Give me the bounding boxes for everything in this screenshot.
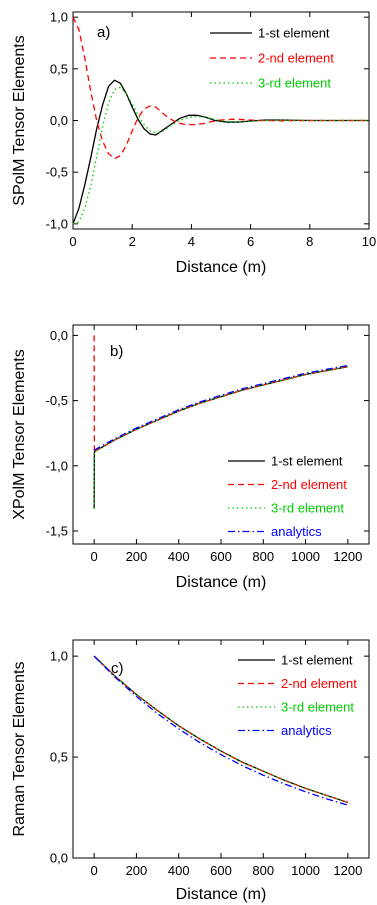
series-lines <box>72 16 369 225</box>
x-axis-title: Distance (m) <box>176 574 267 591</box>
y-tick-labels: -1,5 -1,0 -0,5 0,0 <box>46 328 68 539</box>
legend-label: 2-nd element <box>258 51 334 66</box>
y-tick-label: -1,0 <box>46 216 68 231</box>
x-tick-label: 200 <box>126 549 148 564</box>
legend: 1-st element 2-nd element 3-rd element <box>210 26 334 91</box>
x-tick-label: 10 <box>362 234 376 249</box>
y-axis-title: Raman Tensor Elements <box>11 662 28 837</box>
x-tick-labels: 0 200 400 600 800 1000 1200 <box>91 863 363 878</box>
series-line-4 <box>93 364 348 451</box>
legend-label: 3-rd element <box>271 501 344 516</box>
legend-label: 2-nd element <box>271 477 347 492</box>
series-line-2 <box>93 655 349 804</box>
x-tick-label: 0 <box>91 863 98 878</box>
x-tick-label: 1200 <box>333 549 362 564</box>
series-line-2 <box>72 16 369 160</box>
series-lines <box>93 655 349 806</box>
x-tick-label: 4 <box>188 234 195 249</box>
y-tick-label: 0,0 <box>50 328 68 343</box>
x-tick-labels: 0 2 4 6 8 10 <box>69 234 376 249</box>
y-axis-title: XPolM Tensor Elements <box>11 349 28 519</box>
legend-label: 3-rd element <box>258 76 331 91</box>
legend: 1-st element 2-nd element 3-rd element anal… <box>238 653 357 738</box>
x-tick-label: 1200 <box>333 863 362 878</box>
axis-ticks <box>73 640 369 859</box>
series-line-2 <box>93 335 348 454</box>
x-tick-label: 400 <box>168 549 190 564</box>
legend-label: analytics <box>271 524 322 539</box>
y-tick-label: 1,0 <box>50 10 68 25</box>
series-line-3 <box>93 655 349 804</box>
chart-panel-c: 0 200 400 600 800 1000 1200 0,0 0,5 1,0 c) Dista… <box>11 639 370 903</box>
y-tick-label: 0,0 <box>50 851 68 866</box>
legend-label: 1-st element <box>281 653 353 668</box>
x-tick-label: 6 <box>247 234 254 249</box>
y-tick-label: 0,5 <box>50 750 68 765</box>
x-tick-label: 0 <box>91 549 98 564</box>
x-axis-title: Distance (m) <box>176 259 267 276</box>
x-tick-label: 200 <box>126 863 148 878</box>
chart-panel-b: 0 200 400 600 800 1000 1200 -1,5 -1,0 -0,5 0,0 b)… <box>11 324 370 591</box>
y-tick-label: 1,0 <box>50 649 68 664</box>
x-tick-labels: 0 200 400 600 800 1000 1200 <box>91 549 363 564</box>
legend: 1-st element 2-nd element 3-rd element anal… <box>228 454 347 539</box>
y-tick-label: 0,5 <box>50 61 68 76</box>
y-tick-label: -0,5 <box>46 165 68 180</box>
x-tick-label: 400 <box>168 863 190 878</box>
x-tick-label: 1000 <box>291 863 320 878</box>
x-tick-label: 800 <box>252 863 274 878</box>
panel-label: a) <box>97 24 110 41</box>
legend-label: 1-st element <box>271 454 343 469</box>
x-axis-title: Distance (m) <box>176 886 267 903</box>
legend-label: analytics <box>281 723 332 738</box>
x-tick-label: 0 <box>69 234 76 249</box>
series-line-4 <box>93 655 349 806</box>
y-tick-labels: 0,0 0,5 1,0 <box>50 649 68 866</box>
legend-label: 2-nd element <box>281 676 357 691</box>
y-tick-labels: -1,0 -0,5 0,0 0,5 1,0 <box>46 10 68 232</box>
panel-label: c) <box>111 660 124 677</box>
legend-label: 1-st element <box>258 26 330 41</box>
y-tick-label: -1,0 <box>46 458 68 473</box>
panel-label: b) <box>110 343 123 360</box>
y-tick-label: -1,5 <box>46 523 68 538</box>
x-tick-label: 800 <box>252 549 274 564</box>
y-axis-title: SPolM Tensor Elements <box>11 35 28 205</box>
y-tick-label: 0,0 <box>50 113 68 128</box>
x-tick-label: 8 <box>306 234 313 249</box>
x-tick-label: 2 <box>129 234 136 249</box>
y-tick-label: -0,5 <box>46 393 68 408</box>
x-tick-label: 1000 <box>291 549 320 564</box>
x-tick-label: 600 <box>210 549 232 564</box>
x-tick-label: 600 <box>210 863 232 878</box>
chart-panel-a: 0 2 4 6 8 10 -1,0 -0,5 0,0 0,5 1,0 a) Distance (m… <box>11 10 376 276</box>
series-line-3 <box>72 86 369 225</box>
axis-ticks <box>73 325 369 544</box>
series-lines <box>93 335 348 509</box>
legend-label: 3-rd element <box>281 700 354 715</box>
